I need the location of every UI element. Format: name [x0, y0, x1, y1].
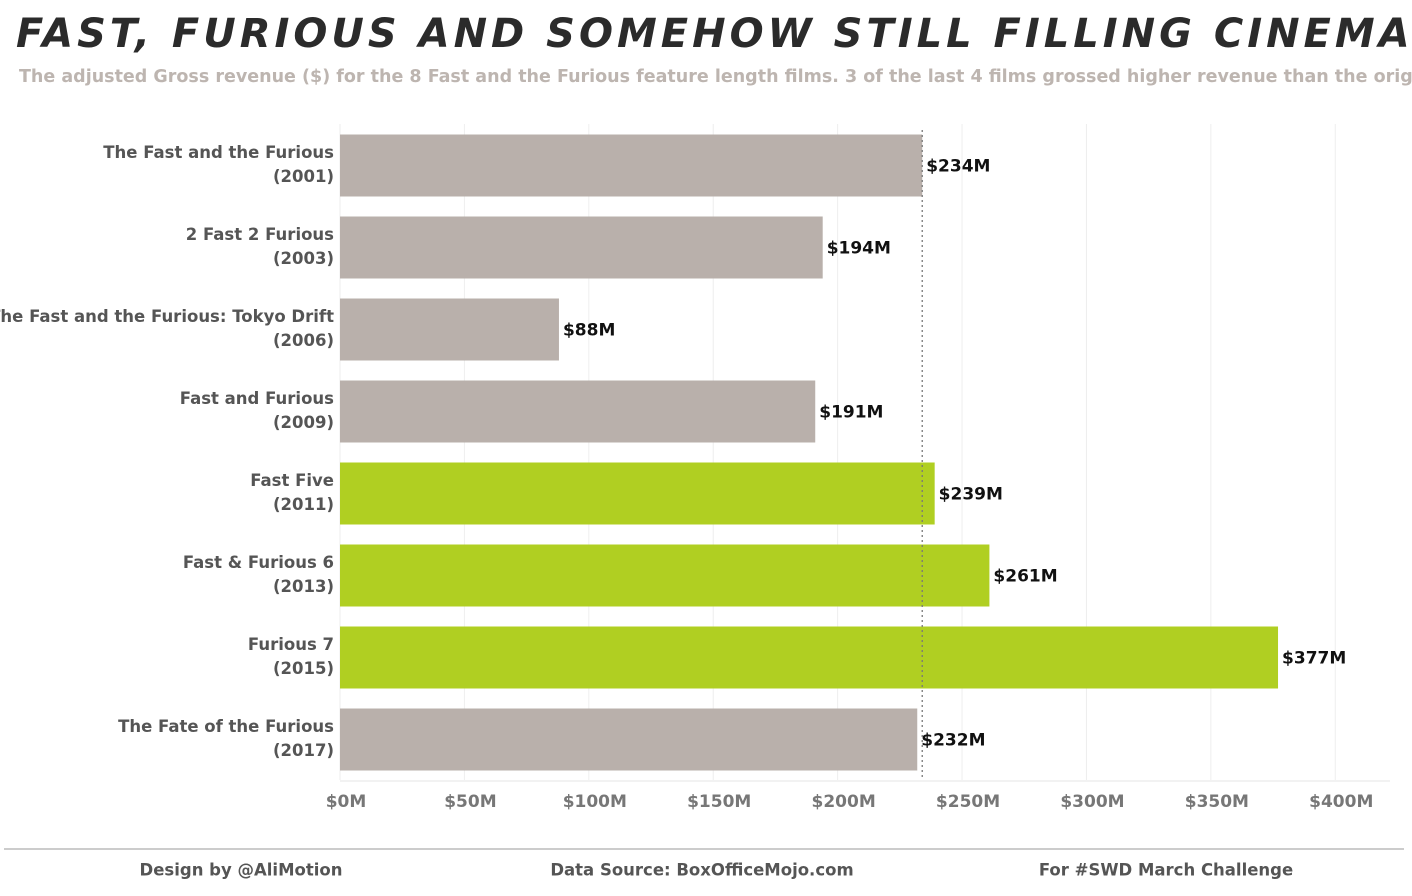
- bar: [340, 626, 1279, 689]
- x-tick-label: $100M: [563, 792, 627, 812]
- x-tick-label: $150M: [687, 792, 751, 812]
- category-year: (2017): [273, 741, 334, 760]
- x-tick-label: $200M: [812, 792, 876, 812]
- category-year: (2006): [273, 331, 334, 350]
- value-label: $234M: [926, 157, 990, 177]
- category-label: The Fast and the Furious: [103, 143, 334, 162]
- category-year: (2001): [273, 167, 334, 186]
- footer-credit: Design by @AliMotion: [140, 861, 343, 880]
- x-tick-label: $0M: [326, 792, 367, 812]
- value-label: $194M: [827, 239, 891, 259]
- value-label: $232M: [921, 731, 985, 751]
- bar: [340, 380, 816, 443]
- value-label: $377M: [1282, 649, 1346, 669]
- bar: [340, 298, 559, 361]
- bar: [340, 134, 923, 197]
- bar: [340, 544, 990, 607]
- category-year: (2003): [273, 249, 334, 268]
- value-label: $191M: [819, 403, 883, 423]
- bar: [340, 708, 918, 771]
- footer-source: Data Source: BoxOfficeMojo.com: [550, 861, 853, 880]
- category-label: Furious 7: [248, 635, 334, 654]
- category-year: (2015): [273, 659, 334, 678]
- category-label: 2 Fast 2 Furious: [186, 225, 334, 244]
- value-label: $239M: [939, 485, 1003, 505]
- x-tick-label: $300M: [1060, 792, 1124, 812]
- category-label: The Fate of the Furious: [118, 717, 334, 736]
- footer-challenge: For #SWD March Challenge: [1039, 861, 1293, 880]
- value-label: $88M: [563, 321, 615, 341]
- category-label: The Fast and the Furious: Tokyo Drift: [0, 307, 334, 326]
- category-label: Fast & Furious 6: [183, 553, 334, 572]
- x-tick-label: $50M: [444, 792, 496, 812]
- x-tick-label: $250M: [936, 792, 1000, 812]
- category-label: Fast and Furious: [180, 389, 334, 408]
- x-tick-label: $400M: [1309, 792, 1373, 812]
- category-year: (2009): [273, 413, 334, 432]
- category-year: (2013): [273, 577, 334, 596]
- category-label: Fast Five: [250, 471, 334, 490]
- chart-title: FAST, FURIOUS AND SOMEHOW STILL FILLING …: [16, 11, 1412, 57]
- category-year: (2011): [273, 495, 334, 514]
- chart-subtitle: The adjusted Gross revenue ($) for the 8…: [19, 67, 1412, 87]
- bar: [340, 462, 935, 525]
- bar: [340, 216, 823, 279]
- value-label: $261M: [993, 567, 1057, 587]
- x-tick-label: $350M: [1185, 792, 1249, 812]
